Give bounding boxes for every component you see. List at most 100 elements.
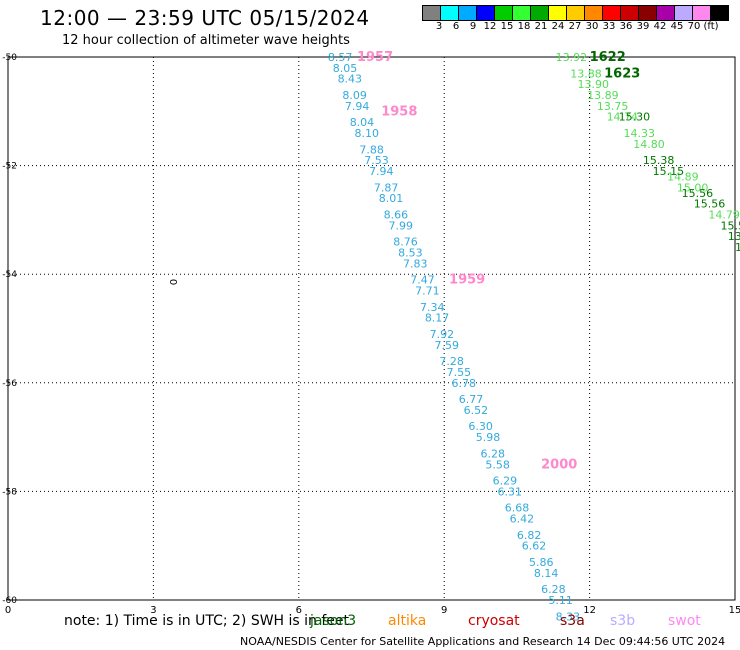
plot-frame	[7, 56, 736, 601]
swh-data-point: 13.89	[587, 89, 619, 102]
swh-data-point: 8.33	[556, 610, 581, 623]
color-scale-label: 70	[687, 21, 701, 32]
pass-time-label: 1957	[357, 50, 393, 65]
color-swatch	[459, 5, 477, 21]
color-swatch	[531, 5, 549, 21]
swh-data-point: 15.38	[643, 154, 675, 167]
pass-time-label: 1622	[590, 50, 626, 65]
land-outline: 0	[167, 279, 178, 285]
color-scale-label: 45	[670, 21, 684, 32]
mission-cryosat: cryosat	[468, 613, 520, 629]
swh-data-point: 7.94	[345, 100, 370, 113]
color-scale-label: 33	[602, 21, 616, 32]
swh-data-point: 13.90	[577, 78, 609, 91]
color-swatch	[495, 5, 513, 21]
pass-time-label: 1958	[381, 104, 417, 119]
swh-data-point: 6.42	[510, 513, 535, 526]
swh-data-point: 7.94	[369, 165, 394, 178]
swh-data-point: 6.52	[464, 404, 489, 417]
mission-s3b: s3b	[610, 613, 636, 629]
swh-data-point: 6.28	[481, 447, 506, 460]
y-tick-label: -50	[2, 53, 17, 63]
swh-data-point: 13.88	[570, 67, 602, 80]
swh-data-point: 6.31	[498, 485, 522, 498]
x-tick-label: 15	[729, 605, 740, 616]
color-swatch	[639, 5, 657, 21]
swh-data-point: 7.88	[359, 143, 384, 156]
note-text: note: 1) Time is in UTC; 2) SWH is in fe…	[64, 613, 350, 629]
x-tick-label: 0	[5, 605, 11, 616]
swh-data-point: 5.86	[529, 556, 554, 569]
swh-data-point: 6.68	[505, 502, 530, 515]
swh-data-point: 15.15	[653, 165, 685, 178]
color-scale-label: 42	[653, 21, 667, 32]
color-scale-label: 36	[619, 21, 633, 32]
mission-altika: altika	[388, 613, 427, 629]
swh-data-point: 14.80	[633, 138, 665, 151]
color-scale-label: (ft)	[703, 21, 719, 32]
swh-data-point: 6.30	[468, 420, 493, 433]
color-swatch	[477, 5, 495, 21]
swh-data-point: 7.92	[430, 328, 455, 341]
swh-data-point: 7.99	[388, 219, 413, 232]
color-scale-label: 15	[500, 21, 514, 32]
swh-data-point: 14.79	[708, 208, 740, 221]
color-scale-label: 3	[435, 21, 443, 32]
swh-data-point: 15.56	[682, 187, 714, 200]
y-tick-label: -56	[2, 379, 17, 389]
swh-data-point: 7.55	[447, 366, 472, 379]
swh-data-point: 14.74	[607, 111, 639, 124]
swh-data-point: 8.53	[398, 246, 423, 259]
color-swatch	[675, 5, 693, 21]
color-scale-label: 27	[568, 21, 582, 32]
swh-data-point: 15.67	[735, 241, 740, 254]
swh-data-point: 8.14	[534, 567, 559, 580]
mission-swot: swot	[668, 613, 701, 629]
x-tick-label: 12	[583, 605, 596, 616]
x-tick-label: 6	[296, 605, 302, 616]
color-swatch	[621, 5, 639, 21]
swh-data-point: 14.89	[667, 170, 699, 183]
swh-data-point: 5.98	[476, 431, 501, 444]
swh-data-point: 15.00	[677, 181, 709, 194]
y-tick-label: -58	[2, 487, 17, 497]
color-swatch	[657, 5, 675, 21]
swh-data-point: 13.92	[556, 51, 588, 64]
y-tick-label: -52	[2, 162, 17, 172]
chart-subtitle: 12 hour collection of altimeter wave hei…	[62, 33, 350, 48]
swh-data-point: 7.53	[364, 154, 389, 167]
y-tick-label: -54	[2, 270, 17, 280]
color-scale-label: 9	[469, 21, 477, 32]
y-tick-label: -60	[2, 596, 17, 606]
swh-data-point: 7.71	[415, 284, 440, 297]
color-swatch	[513, 5, 531, 21]
swh-data-point: 8.01	[379, 192, 404, 205]
swh-data-point: 7.34	[420, 301, 445, 314]
color-swatch	[603, 5, 621, 21]
x-tick-label: 3	[150, 605, 156, 616]
swh-data-point: 5.58	[485, 458, 510, 471]
swh-data-point: 7.28	[439, 355, 464, 368]
color-swatch	[585, 5, 603, 21]
swh-data-point: 7.47	[410, 274, 435, 287]
swh-data-point: 14.33	[624, 127, 656, 140]
color-swatch	[441, 5, 459, 21]
swh-data-point: 13.75	[597, 100, 629, 113]
pass-time-label: 1959	[449, 273, 485, 288]
color-scale-bar	[422, 5, 729, 21]
swh-data-point: 6.77	[459, 393, 484, 406]
color-scale-labels: 3 6 9 12 15 18 21 24 27 30 33 36 39 42 45 70 (ft)	[422, 21, 740, 35]
color-swatch	[422, 5, 441, 21]
swh-data-point: 6.29	[493, 475, 517, 488]
swh-data-point: 8.10	[355, 127, 380, 140]
mission-s3a: s3a	[560, 613, 585, 629]
swh-data-point: 8.57	[328, 51, 353, 64]
color-swatch	[693, 5, 711, 21]
swh-data-point: 8.43	[338, 73, 363, 86]
color-swatch	[549, 5, 567, 21]
swh-data-point: 6.62	[522, 540, 547, 553]
swh-data-point: 8.66	[384, 208, 409, 221]
chart-title: 12:00 — 23:59 UTC 05/15/2024	[40, 6, 370, 30]
color-scale-label: 30	[585, 21, 599, 32]
swh-data-point: 7.87	[374, 181, 399, 194]
